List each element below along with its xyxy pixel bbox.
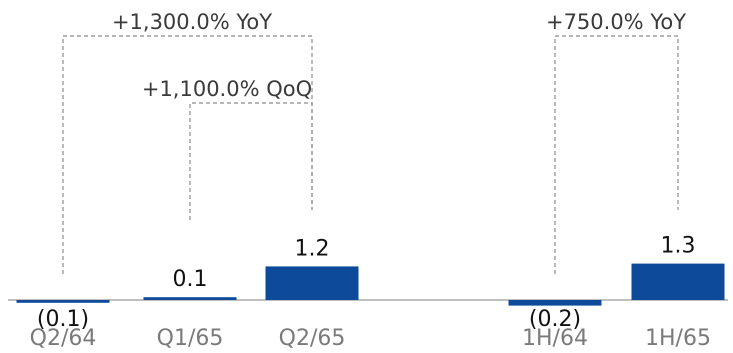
bar-q2-64 xyxy=(16,300,110,303)
bar-q1-65 xyxy=(143,297,237,300)
bracket-yoy-quarter xyxy=(62,35,313,274)
x-tick-1h-65: 1H/65 xyxy=(645,326,711,351)
value-label-q1-65: 0.1 xyxy=(173,267,208,292)
x-tick-q2-64: Q2/64 xyxy=(30,326,97,351)
value-label-1h-64: (0.2) xyxy=(529,307,581,332)
annotation-yoy-half: +750.0% YoY xyxy=(546,10,686,34)
x-tick-1h-64: 1H/64 xyxy=(522,326,588,351)
bar-q2-65 xyxy=(265,266,359,300)
value-label-q2-65: 1.2 xyxy=(295,236,330,261)
bracket-qoq xyxy=(189,102,313,220)
bar-1h-64 xyxy=(508,300,602,306)
value-label-1h-65: 1.3 xyxy=(661,234,696,259)
x-tick-q1-65: Q1/65 xyxy=(157,326,224,351)
annotation-qoq: +1,100.0% QoQ xyxy=(142,77,312,101)
bar-1h-65 xyxy=(631,263,725,300)
value-label-q2-64: (0.1) xyxy=(37,307,89,332)
annotation-yoy-quarter: +1,300.0% YoY xyxy=(112,10,272,34)
x-tick-q2-65: Q2/65 xyxy=(279,326,346,351)
bracket-yoy-half xyxy=(554,35,679,274)
